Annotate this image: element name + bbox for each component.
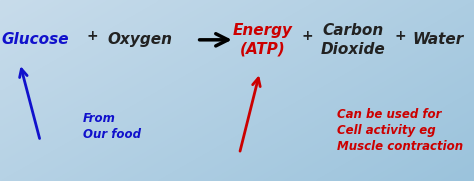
Text: +: + <box>87 29 98 43</box>
Text: Energy
(ATP): Energy (ATP) <box>233 23 293 57</box>
Text: Glucose: Glucose <box>2 32 69 47</box>
Text: From
Our food: From Our food <box>83 112 141 141</box>
Text: +: + <box>395 29 406 43</box>
Text: +: + <box>301 29 313 43</box>
Text: Can be used for
Cell activity eg
Muscle contraction: Can be used for Cell activity eg Muscle … <box>337 108 463 153</box>
Text: Carbon
Dioxide: Carbon Dioxide <box>321 23 385 57</box>
Text: Oxygen: Oxygen <box>107 32 173 47</box>
Text: Water: Water <box>413 32 464 47</box>
